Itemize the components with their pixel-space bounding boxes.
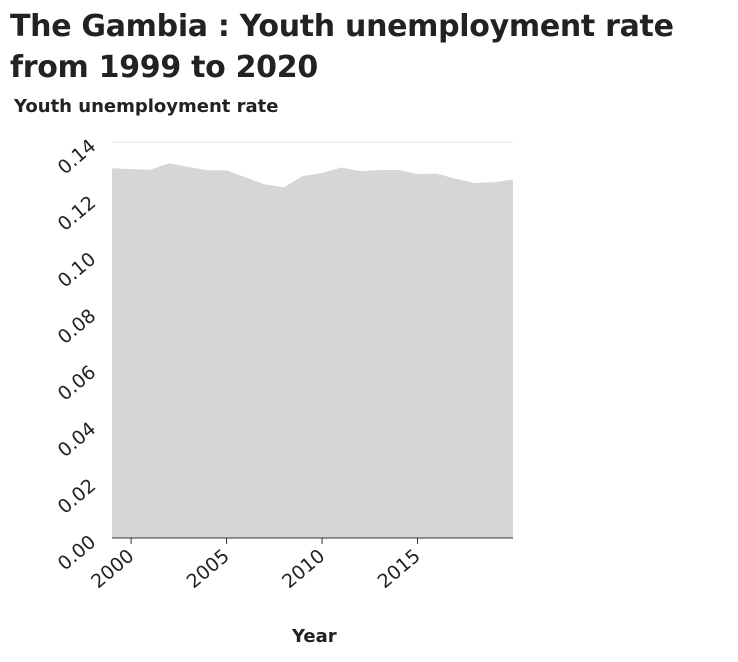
y-tick-label: 0.04 bbox=[54, 418, 101, 462]
y-tick-label: 0.08 bbox=[54, 305, 101, 349]
y-tick-label: 0.06 bbox=[54, 361, 101, 405]
y-axis-ticks: 0.00 0.02 0.04 0.06 0.08 0.10 0.12 0.14 bbox=[54, 135, 101, 575]
y-tick-label: 0.02 bbox=[54, 474, 101, 518]
x-axis-ticks: 2000 2005 2010 2015 bbox=[87, 537, 513, 593]
y-axis-label: Youth unemployment rate bbox=[14, 96, 279, 117]
x-tick-label: 2015 bbox=[374, 545, 425, 593]
x-tick-label: 2005 bbox=[183, 545, 234, 593]
y-tick-label: 0.10 bbox=[54, 248, 101, 292]
y-tick-label: 0.12 bbox=[54, 192, 101, 236]
area-series bbox=[112, 163, 513, 538]
y-tick-label: 0.00 bbox=[54, 531, 101, 575]
x-tick-label: 2010 bbox=[278, 545, 329, 593]
chart-title: The Gambia : Youth unemployment rate fro… bbox=[10, 9, 674, 85]
y-tick-label: 0.14 bbox=[54, 135, 101, 179]
x-axis-label: Year bbox=[292, 626, 337, 647]
